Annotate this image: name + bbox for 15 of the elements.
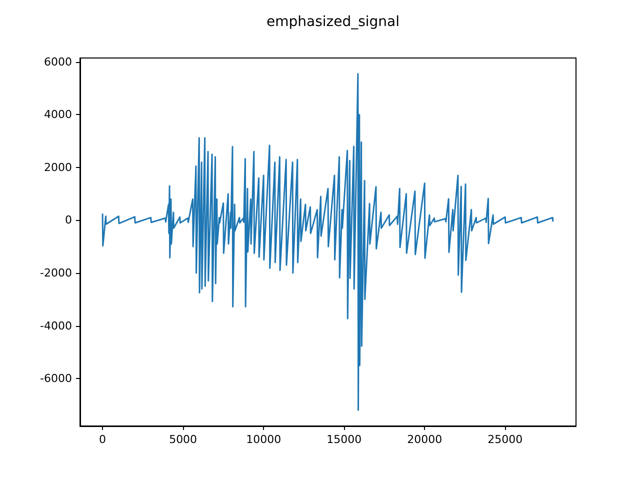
x-tick-label: 25000: [488, 433, 523, 446]
y-tick-label: -4000: [40, 319, 72, 332]
x-tick-label: 15000: [326, 433, 362, 446]
x-tick-label: 20000: [407, 433, 442, 446]
y-tick-label: -6000: [40, 372, 72, 386]
x-tick-label: 5000: [169, 433, 198, 446]
chart-title: emphasized_signal: [266, 14, 400, 30]
y-tick-label: 2000: [44, 160, 72, 174]
y-tick-label: 0: [65, 214, 72, 227]
y-tick-label: -2000: [40, 266, 72, 280]
line-series: [102, 73, 554, 411]
x-tick-label: 0: [99, 433, 106, 446]
y-tick-label: 4000: [44, 108, 72, 122]
y-tick-label: 6000: [44, 55, 72, 68]
x-tick-label: 10000: [246, 433, 282, 446]
